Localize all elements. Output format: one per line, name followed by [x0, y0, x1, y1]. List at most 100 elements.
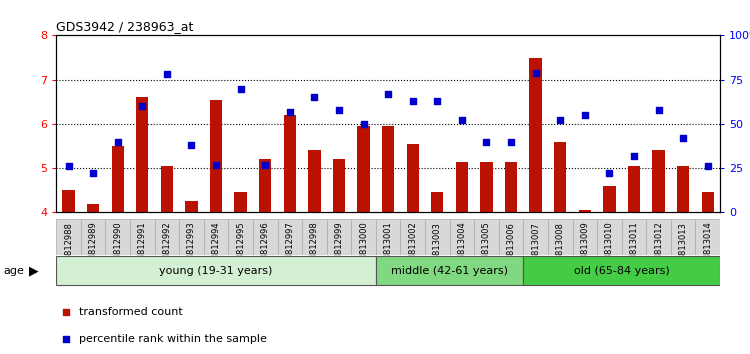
Point: [382, 91, 394, 97]
Text: GSM813007: GSM813007: [531, 222, 540, 273]
Bar: [56, 256, 376, 285]
Bar: [554, 142, 566, 212]
Text: GSM813011: GSM813011: [629, 222, 638, 273]
Bar: [185, 201, 197, 212]
Bar: [179, 219, 204, 255]
Bar: [431, 193, 443, 212]
Bar: [425, 219, 449, 255]
Bar: [530, 57, 542, 212]
Text: GSM812999: GSM812999: [334, 222, 344, 272]
Text: middle (42-61 years): middle (42-61 years): [391, 266, 508, 276]
Text: old (65-84 years): old (65-84 years): [574, 266, 670, 276]
Text: GSM812994: GSM812994: [211, 222, 220, 272]
Bar: [670, 219, 695, 255]
Point: [702, 164, 714, 169]
Text: GDS3942 / 238963_at: GDS3942 / 238963_at: [56, 20, 194, 33]
Bar: [284, 115, 296, 212]
Point: [406, 98, 418, 104]
Bar: [204, 219, 228, 255]
Point: [603, 171, 615, 176]
Text: GSM813004: GSM813004: [458, 222, 466, 273]
Text: GSM813014: GSM813014: [704, 222, 712, 273]
Bar: [358, 126, 370, 212]
Bar: [228, 219, 253, 255]
Bar: [572, 219, 597, 255]
Text: GSM812992: GSM812992: [162, 222, 171, 272]
Point: [210, 162, 222, 167]
Point: [112, 139, 124, 144]
Bar: [333, 159, 345, 212]
Bar: [106, 219, 130, 255]
Text: GSM812995: GSM812995: [236, 222, 245, 272]
Point: [579, 112, 591, 118]
Text: GSM813005: GSM813005: [482, 222, 491, 273]
Text: transformed count: transformed count: [80, 307, 183, 317]
Bar: [253, 219, 278, 255]
Bar: [628, 166, 640, 212]
Text: GSM813008: GSM813008: [556, 222, 565, 273]
Point: [60, 309, 72, 315]
Bar: [505, 161, 518, 212]
Point: [260, 162, 272, 167]
Point: [530, 70, 542, 75]
Bar: [87, 204, 99, 212]
Bar: [130, 219, 154, 255]
Bar: [524, 256, 720, 285]
Bar: [449, 219, 474, 255]
Bar: [160, 166, 173, 212]
Point: [358, 121, 370, 127]
Point: [333, 107, 345, 113]
Bar: [278, 219, 302, 255]
Text: GSM813013: GSM813013: [679, 222, 688, 273]
Bar: [136, 97, 148, 212]
Point: [677, 135, 689, 141]
Point: [481, 139, 493, 144]
Bar: [695, 219, 720, 255]
Bar: [81, 219, 106, 255]
Point: [284, 109, 296, 114]
Bar: [701, 193, 714, 212]
Bar: [524, 219, 548, 255]
Text: GSM813009: GSM813009: [580, 222, 590, 273]
Text: GSM813001: GSM813001: [383, 222, 393, 273]
Bar: [62, 190, 75, 212]
Text: GSM812990: GSM812990: [113, 222, 122, 272]
Text: GSM813002: GSM813002: [408, 222, 417, 273]
Bar: [308, 150, 320, 212]
Text: GSM812993: GSM812993: [187, 222, 196, 273]
Bar: [259, 159, 272, 212]
Bar: [646, 219, 670, 255]
Point: [554, 118, 566, 123]
Text: GSM813000: GSM813000: [359, 222, 368, 273]
Text: GSM812996: GSM812996: [261, 222, 270, 273]
Text: GSM813012: GSM813012: [654, 222, 663, 273]
Text: ▶: ▶: [28, 264, 38, 277]
Text: GSM813006: GSM813006: [506, 222, 515, 273]
Bar: [548, 219, 572, 255]
Bar: [400, 219, 425, 255]
Bar: [474, 219, 499, 255]
Point: [185, 142, 197, 148]
Bar: [351, 219, 376, 255]
Bar: [622, 219, 646, 255]
Bar: [480, 161, 493, 212]
Bar: [235, 193, 247, 212]
Bar: [597, 219, 622, 255]
Bar: [56, 219, 81, 255]
Bar: [677, 166, 689, 212]
Point: [136, 103, 148, 109]
Bar: [154, 219, 179, 255]
Bar: [579, 210, 591, 212]
Bar: [499, 219, 523, 255]
Bar: [376, 256, 524, 285]
Bar: [652, 150, 664, 212]
Text: GSM812998: GSM812998: [310, 222, 319, 273]
Point: [160, 72, 172, 77]
Point: [60, 336, 72, 342]
Point: [652, 107, 664, 113]
Bar: [406, 144, 418, 212]
Text: GSM812991: GSM812991: [138, 222, 147, 272]
Bar: [603, 186, 616, 212]
Text: GSM813003: GSM813003: [433, 222, 442, 273]
Text: GSM812989: GSM812989: [88, 222, 98, 273]
